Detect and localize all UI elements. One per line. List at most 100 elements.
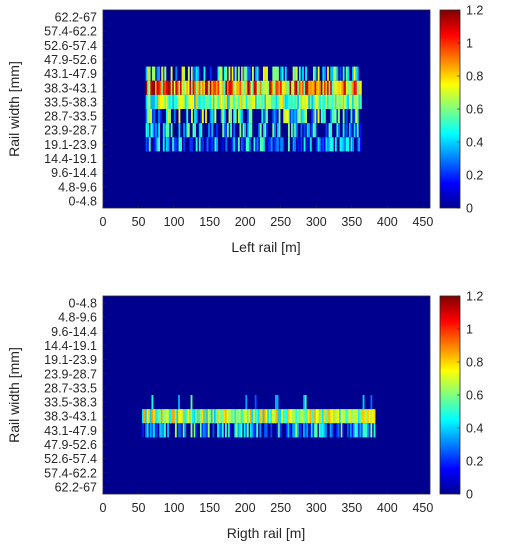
heatmap-cell bbox=[218, 423, 221, 438]
heatmap-cell bbox=[270, 409, 273, 424]
heatmap-cell bbox=[175, 94, 178, 109]
heatmap-cell bbox=[331, 409, 334, 424]
heatmap-cell bbox=[292, 66, 295, 81]
x-tick-label: 350 bbox=[341, 215, 362, 229]
heatmap-cell bbox=[239, 109, 242, 124]
heatmap-cell bbox=[251, 409, 254, 424]
heatmap-cell bbox=[334, 137, 337, 152]
heatmap-cell bbox=[281, 66, 284, 81]
heatmap-cell bbox=[279, 423, 282, 438]
heatmap-cell bbox=[245, 423, 248, 438]
heatmap-cell bbox=[319, 137, 322, 152]
heatmap-cell bbox=[351, 409, 354, 424]
heatmap-cell bbox=[207, 423, 210, 438]
heatmap-cell bbox=[269, 137, 272, 152]
heatmap-cell bbox=[275, 94, 278, 109]
heatmap-cell bbox=[339, 409, 342, 424]
heatmap-cell bbox=[228, 94, 231, 109]
heatmap-cell bbox=[326, 409, 329, 424]
heatmap-cell bbox=[342, 137, 345, 152]
heatmap-cell bbox=[277, 80, 279, 95]
heatmap-cell bbox=[206, 80, 209, 95]
heatmap-cell bbox=[223, 80, 226, 95]
heatmap-cell bbox=[173, 109, 176, 124]
heatmap-cell bbox=[151, 94, 154, 109]
heatmap-cell bbox=[147, 80, 150, 95]
heatmap-cell bbox=[284, 80, 287, 95]
heatmap-cell bbox=[246, 423, 249, 438]
heatmap-cell bbox=[266, 94, 268, 109]
heatmap-cell bbox=[259, 94, 262, 109]
heatmap-cell bbox=[209, 137, 212, 152]
heatmap-cell bbox=[272, 123, 275, 138]
x-tick-label: 50 bbox=[132, 501, 146, 515]
heatmap-cell bbox=[255, 137, 257, 152]
plot-frame bbox=[102, 295, 431, 495]
heatmap-cell bbox=[353, 409, 356, 424]
heatmap-cell bbox=[208, 94, 211, 109]
heatmap-cell bbox=[184, 94, 187, 109]
heatmap-cell bbox=[328, 137, 331, 152]
heatmap-cell bbox=[306, 94, 309, 109]
heatmap-cell bbox=[356, 109, 359, 124]
heatmap-cell bbox=[203, 94, 206, 109]
heatmap-cell bbox=[303, 137, 306, 152]
heatmap-cell bbox=[164, 123, 167, 138]
heatmap-cell bbox=[153, 80, 156, 95]
heatmap-cell bbox=[209, 80, 212, 95]
heatmap-cell bbox=[280, 80, 283, 95]
heatmap-cell bbox=[285, 423, 288, 438]
heatmap-cell bbox=[178, 94, 181, 109]
heatmap-cell bbox=[216, 137, 218, 152]
heatmap-cell bbox=[186, 94, 189, 109]
heatmap-cell bbox=[247, 123, 250, 138]
heatmap-cell bbox=[339, 94, 342, 109]
heatmap-cell bbox=[267, 80, 270, 95]
heatmap-cell bbox=[244, 66, 247, 81]
heatmap-cell bbox=[262, 409, 265, 424]
heatmap-cell bbox=[280, 66, 283, 81]
heatmap-cell bbox=[153, 94, 156, 109]
heatmap-cell bbox=[165, 94, 168, 109]
heatmap-cell bbox=[255, 66, 257, 81]
heatmap-cell bbox=[178, 137, 181, 152]
heatmap-cell bbox=[184, 80, 187, 95]
heatmap-cell bbox=[252, 66, 254, 81]
heatmap-cell bbox=[236, 94, 239, 109]
heatmap-cell bbox=[294, 66, 297, 81]
heatmap-cell bbox=[312, 109, 315, 124]
y-tick-labels: 0-4.84.8-9.69.6-14.414.4-19.119.1-23.923… bbox=[44, 297, 106, 494]
heatmap-cell bbox=[224, 423, 227, 438]
heatmap-cell bbox=[233, 80, 236, 95]
heatmap-cell bbox=[209, 409, 212, 424]
heatmap-cell bbox=[192, 409, 194, 424]
heatmap-cell bbox=[357, 423, 360, 438]
heatmap-cell bbox=[327, 123, 329, 138]
heatmap-cell bbox=[167, 123, 170, 138]
heatmap-cell bbox=[364, 423, 367, 438]
heatmap-cell bbox=[162, 423, 165, 438]
heatmap-cell bbox=[311, 80, 314, 95]
heatmap-cell bbox=[198, 94, 201, 109]
heatmap-cell bbox=[175, 80, 178, 95]
heatmap-cell bbox=[273, 409, 276, 424]
heatmap-cell bbox=[339, 137, 342, 152]
heatmap-cell bbox=[248, 66, 251, 81]
heatmap-cell bbox=[241, 137, 243, 152]
heatmap-cell bbox=[233, 123, 236, 138]
heatmap-cell bbox=[248, 123, 251, 138]
heatmap-cell bbox=[172, 137, 175, 152]
heatmap-cell bbox=[158, 80, 161, 95]
heatmap-cell bbox=[189, 409, 191, 424]
heatmap-cell bbox=[350, 94, 353, 109]
heatmap-cell bbox=[201, 423, 204, 438]
heatmap-cell bbox=[245, 395, 248, 410]
heatmap-cell bbox=[165, 137, 168, 152]
heatmap-cell bbox=[280, 137, 283, 152]
heatmap-cell bbox=[287, 137, 290, 152]
heatmap-cell bbox=[278, 80, 281, 95]
heatmap-cell bbox=[352, 94, 354, 109]
heatmap-cell bbox=[221, 409, 224, 424]
heatmap-cell bbox=[295, 423, 298, 438]
heatmap-cell bbox=[151, 395, 154, 410]
